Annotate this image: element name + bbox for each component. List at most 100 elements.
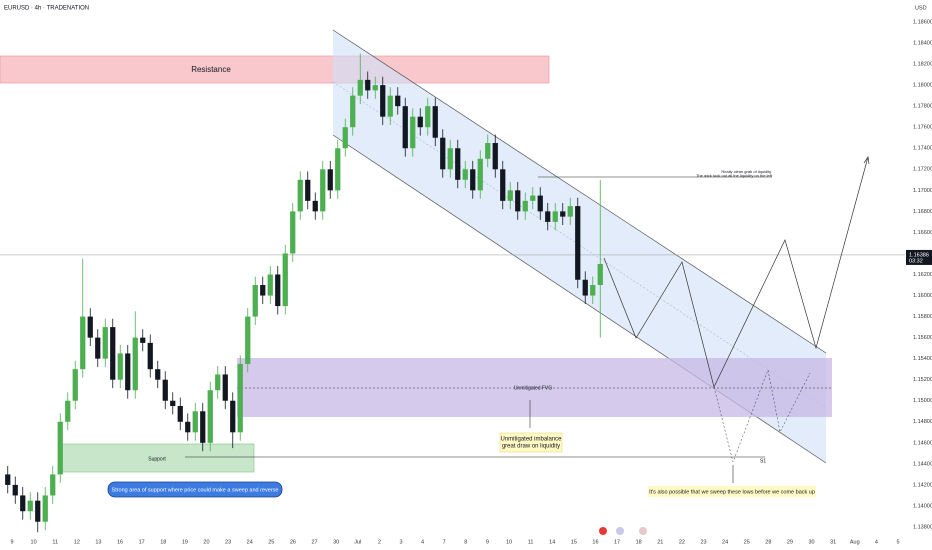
candle-body	[515, 190, 521, 212]
candle-body	[530, 195, 536, 201]
candle-body	[372, 85, 378, 91]
candle-body	[102, 327, 108, 359]
x-tick-label: 7	[443, 539, 446, 545]
last-price: 1.16386	[909, 252, 929, 258]
x-tick-label: 10	[506, 539, 512, 545]
event-icon	[616, 527, 624, 535]
candle-body	[402, 106, 408, 149]
x-tick-label: 15	[571, 539, 577, 545]
x-tick-label: 13	[95, 539, 101, 545]
x-tick-label: 30	[333, 539, 339, 545]
note: great draw on liquidity	[502, 444, 560, 450]
y-tick-label: 1.15600	[913, 335, 932, 341]
y-tick-label: 1.15000	[913, 398, 932, 404]
candle-body	[125, 353, 131, 391]
y-tick-label: 1.15400	[913, 356, 932, 362]
candle-body	[462, 169, 468, 180]
candle-body	[275, 274, 281, 307]
y-tick-label: 1.13800	[913, 524, 932, 530]
candle-body	[222, 374, 228, 401]
y-tick-label: 1.16200	[913, 272, 932, 278]
x-tick-label: 25	[268, 539, 274, 545]
candle-body	[185, 421, 191, 433]
note-box	[499, 432, 563, 453]
candle-body	[417, 116, 423, 128]
candle-body	[470, 169, 476, 191]
candle-body	[260, 285, 266, 296]
x-tick-label: 17	[614, 539, 620, 545]
channel-top	[332, 29, 827, 354]
candle-body	[537, 195, 543, 212]
candle-body	[500, 169, 506, 201]
candle-body	[57, 421, 63, 475]
candle-body	[162, 379, 168, 401]
x-tick-label: 27	[311, 539, 317, 545]
x-tick-label: 4	[875, 539, 878, 545]
candle-body	[560, 211, 566, 217]
note-box	[648, 486, 816, 497]
note: Really clean grab of liquidity.	[721, 169, 772, 174]
candle-body	[455, 148, 461, 180]
note: Unmitigated imbalance	[500, 437, 562, 443]
y-tick-label: 1.18400	[913, 40, 932, 46]
candle-body	[447, 148, 453, 170]
x-tick-label: 18	[636, 539, 642, 545]
candle-body	[155, 369, 161, 380]
event-icon	[639, 527, 647, 535]
note: The wick took out all the liquidity on t…	[696, 173, 773, 178]
x-tick-label: 11	[528, 539, 534, 545]
candle-body	[522, 200, 528, 212]
candle-body	[192, 411, 198, 433]
x-tick-label: 14	[549, 539, 555, 545]
x-tick-label: 19	[182, 539, 188, 545]
candle-body	[267, 274, 273, 296]
x-tick-label: 16	[117, 539, 123, 545]
candle-body	[252, 285, 258, 317]
candle-body	[425, 106, 431, 128]
candle-body	[387, 95, 393, 117]
resistance-label: Resistance	[191, 65, 231, 74]
y-tick-label: 1.17000	[913, 188, 932, 194]
y-tick-label: 1.15800	[913, 314, 932, 320]
x-tick-label: 22	[679, 539, 685, 545]
candle-body	[200, 411, 206, 443]
candle-body	[350, 95, 356, 128]
y-tick-label: 1.18200	[913, 62, 932, 68]
y-tick-label: 1.18000	[913, 83, 932, 89]
candle-body	[290, 211, 296, 254]
x-tick-label: 23	[700, 539, 706, 545]
candle-body	[215, 374, 221, 391]
y-tick-label: 1.14600	[913, 440, 932, 446]
event-icon	[599, 527, 607, 535]
y-tick-label: 1.18600	[913, 19, 932, 25]
y-tick-label: 1.17800	[913, 104, 932, 110]
candle-body	[597, 263, 603, 286]
chart-title: EURUSD · 4h · TRADENATION	[4, 6, 89, 12]
candle-body	[12, 484, 18, 496]
candle-body	[590, 285, 596, 296]
candle-body	[147, 342, 153, 370]
x-tick-label: 10	[31, 539, 37, 545]
x-tick-label: Jul	[354, 539, 361, 545]
candle-body	[357, 79, 363, 96]
candle-body	[207, 390, 213, 443]
x-tick-label: 30	[808, 539, 814, 545]
candle-body	[327, 169, 333, 191]
candle-body	[170, 400, 176, 407]
candle-body	[305, 179, 311, 201]
last-price-box	[906, 249, 932, 265]
y-tick-label: 1.16800	[913, 209, 932, 215]
candle-body	[545, 211, 551, 222]
candle-body	[132, 337, 138, 391]
candle-body	[27, 500, 33, 512]
candle-body	[492, 142, 498, 170]
x-tick-label: 28	[765, 539, 771, 545]
candle-body	[20, 495, 26, 512]
fvg-label: Unmitigated FVG	[514, 385, 552, 391]
x-tick-label: 24	[722, 539, 728, 545]
candle-body	[110, 327, 116, 380]
y-tick-label: 1.16600	[913, 230, 932, 236]
level-label: S1	[760, 458, 766, 464]
candle-body	[507, 190, 513, 201]
x-tick-label: 8	[464, 539, 467, 545]
